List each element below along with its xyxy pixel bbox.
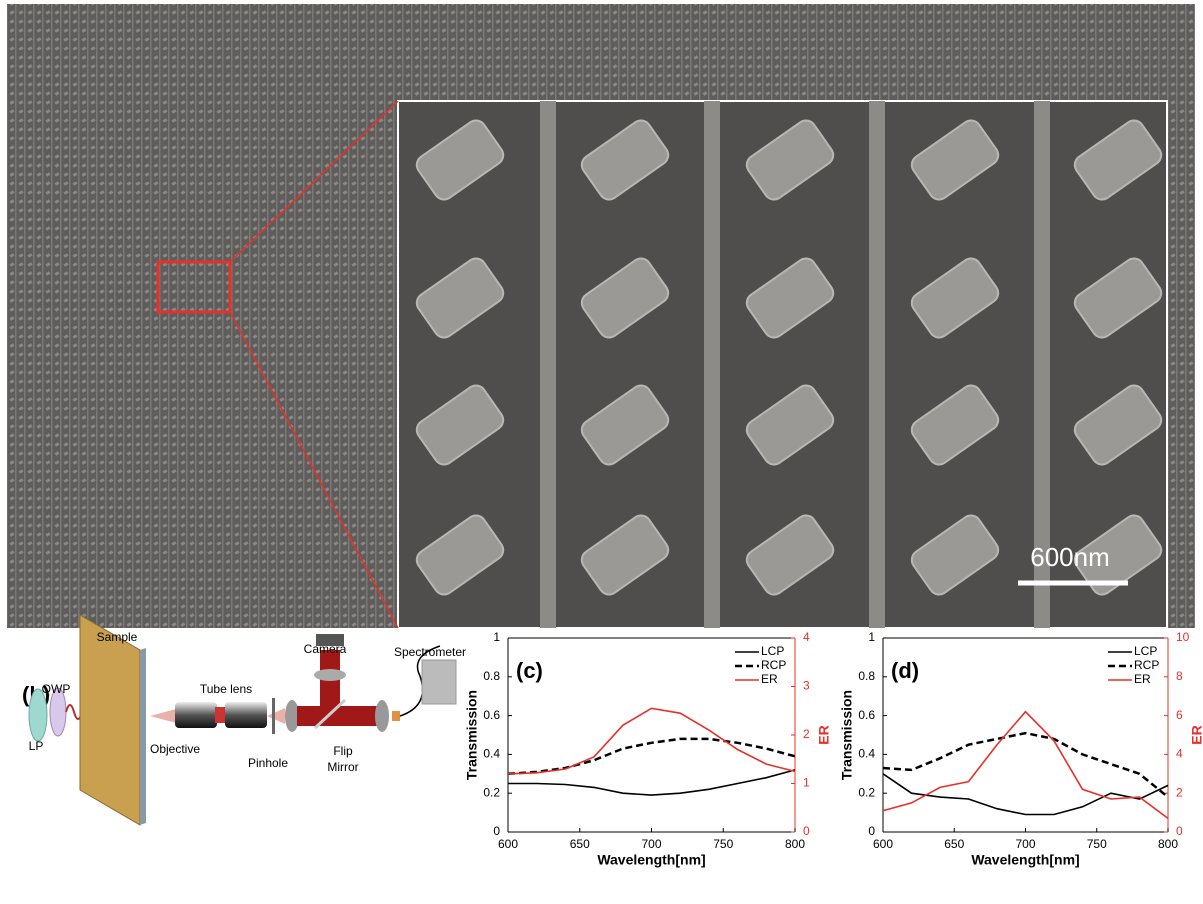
diagram-label: Flip (333, 744, 353, 758)
y2-tick-label: 2 (803, 727, 810, 741)
y-tick-label: 0.8 (858, 669, 875, 683)
y2-tick-label: 4 (1176, 747, 1183, 761)
y-tick-label: 1 (868, 630, 875, 644)
y2-tick-label: 1 (803, 776, 810, 790)
y-tick-label: 0.2 (483, 785, 500, 799)
y-tick-label: 0.4 (858, 747, 875, 761)
legend-label: RCP (1134, 658, 1159, 672)
pinhole (272, 698, 275, 734)
y-tick-label: 0.6 (858, 708, 875, 722)
page: 600nm (b) Sample QWP LP Tube lens Object… (0, 0, 1203, 904)
y2-tick-label: 2 (1176, 785, 1183, 799)
y2-tick-label: 0 (1176, 824, 1183, 838)
y2-tick-label: 8 (1176, 669, 1183, 683)
beam (267, 708, 285, 724)
spectrometer (422, 660, 456, 704)
y2-tick-label: 3 (803, 679, 810, 693)
series-line (508, 708, 795, 774)
lens (375, 700, 389, 732)
panel-label: (d) (891, 658, 919, 683)
y-tick-label: 0 (493, 824, 500, 838)
diagram-label: Camera (304, 642, 347, 656)
legend-label: ER (1134, 672, 1151, 686)
x-tick-label: 800 (785, 837, 805, 851)
series-line (508, 770, 795, 795)
diagram-label: Tube lens (200, 682, 252, 696)
fiber-coupler (392, 711, 400, 721)
y-tick-label: 0.4 (483, 747, 500, 761)
scale-bar-label: 600nm (1030, 542, 1110, 572)
nanowire (869, 101, 885, 628)
lens (285, 700, 299, 732)
panel-label: (c) (516, 658, 543, 683)
y2-tick-label: 4 (803, 630, 810, 644)
x-tick-label: 750 (713, 837, 733, 851)
y2-axis-label: ER (816, 725, 832, 744)
y-tick-label: 0.6 (483, 708, 500, 722)
series-line (883, 774, 1168, 815)
y2-axis-label: ER (1189, 725, 1203, 744)
setup-diagram: (b) Sample QWP LP Tube lens Objective Pi… (22, 615, 466, 825)
lp-optic (29, 689, 47, 741)
y-axis-label: Transmission (464, 690, 480, 780)
tube-lens (225, 702, 267, 728)
diagram-label: QWP (42, 682, 71, 696)
x-tick-label: 700 (1015, 837, 1035, 851)
series-line (883, 712, 1168, 819)
x-tick-label: 800 (1158, 837, 1178, 851)
legend-label: RCP (761, 658, 786, 672)
diagram-label: Sample (97, 630, 138, 644)
diagram-label: Objective (150, 742, 200, 756)
diagram-label: Spectrometer (394, 645, 466, 659)
x-axis-label: Wavelength[nm] (597, 852, 705, 868)
y2-tick-label: 10 (1176, 630, 1190, 644)
y2-tick-label: 6 (1176, 708, 1183, 722)
objective (175, 702, 217, 728)
x-tick-label: 750 (1087, 837, 1107, 851)
legend-label: ER (761, 672, 778, 686)
x-tick-label: 700 (641, 837, 661, 851)
lens (314, 669, 346, 681)
y-tick-label: 0.8 (483, 669, 500, 683)
legend-label: LCP (1134, 644, 1157, 658)
diagram-label: LP (29, 739, 44, 753)
y-tick-label: 0 (868, 824, 875, 838)
x-axis-label: Wavelength[nm] (971, 852, 1079, 868)
x-tick-label: 650 (944, 837, 964, 851)
series-line (883, 733, 1168, 797)
nanowire (704, 101, 720, 628)
legend-label: LCP (761, 644, 784, 658)
x-tick-label: 600 (873, 837, 893, 851)
x-tick-label: 600 (498, 837, 518, 851)
figure: 600nm (b) Sample QWP LP Tube lens Object… (0, 0, 1203, 904)
sample (80, 615, 140, 825)
y-tick-label: 1 (493, 630, 500, 644)
x-tick-label: 650 (570, 837, 590, 851)
sample-edge (140, 648, 146, 825)
diagram-label: Pinhole (248, 756, 288, 770)
y2-tick-label: 0 (803, 824, 810, 838)
diagram-label: Mirror (327, 760, 358, 774)
nanowire (540, 101, 556, 628)
y-axis-label: Transmission (839, 690, 855, 780)
y-tick-label: 0.2 (858, 785, 875, 799)
